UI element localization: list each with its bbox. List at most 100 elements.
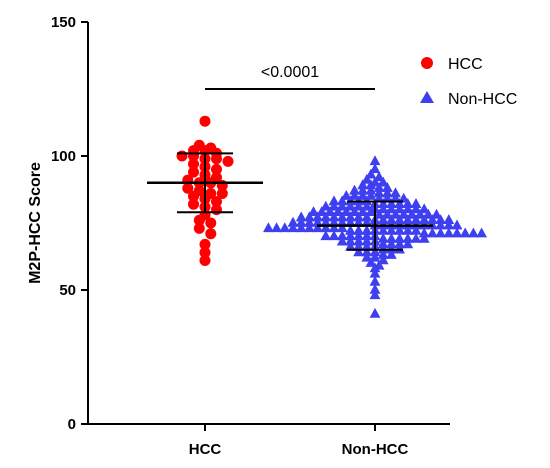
non-hcc-point bbox=[320, 211, 332, 222]
non-hcc-point bbox=[369, 251, 381, 262]
non-hcc-point bbox=[336, 230, 348, 241]
non-hcc-point bbox=[468, 227, 479, 238]
non-hcc-point bbox=[345, 195, 356, 206]
non-hcc-point bbox=[295, 216, 307, 227]
non-hcc-point bbox=[357, 179, 369, 190]
non-hcc-point bbox=[353, 230, 364, 241]
non-hcc-point bbox=[386, 249, 397, 259]
non-hcc-point bbox=[369, 246, 381, 257]
non-hcc-point bbox=[414, 208, 426, 219]
hcc-point bbox=[188, 190, 199, 202]
hcc-point bbox=[199, 247, 211, 258]
non-hcc-point bbox=[369, 289, 381, 300]
non-hcc-point bbox=[328, 195, 340, 206]
non-hcc-point bbox=[435, 227, 446, 238]
non-hcc-point bbox=[394, 224, 405, 235]
non-hcc-point bbox=[402, 232, 414, 243]
hcc-point bbox=[199, 255, 211, 266]
non-hcc-point bbox=[390, 208, 401, 219]
non-hcc-point bbox=[418, 214, 430, 224]
non-hcc-point bbox=[312, 222, 323, 233]
legend-marker-non-hcc bbox=[420, 91, 434, 103]
hcc-point bbox=[193, 214, 205, 226]
non-hcc-point bbox=[390, 187, 401, 198]
non-hcc-point bbox=[353, 195, 364, 206]
x-tick-label: HCC bbox=[189, 441, 222, 458]
non-hcc-point bbox=[295, 211, 307, 222]
y-ticks: 0 50 100 150 bbox=[51, 14, 88, 433]
non-hcc-point bbox=[361, 211, 373, 222]
hcc-point bbox=[193, 222, 205, 234]
legend-label-hcc: HCC bbox=[448, 56, 483, 73]
non-hcc-point bbox=[332, 206, 344, 216]
non-hcc-point bbox=[336, 222, 348, 233]
non-hcc-point bbox=[377, 232, 389, 243]
non-hcc-point bbox=[402, 198, 414, 208]
p-value-annotation: <0.0001 bbox=[261, 64, 319, 81]
non-hcc-point bbox=[357, 184, 369, 195]
legend: HCC Non-HCC bbox=[420, 56, 517, 108]
non-hcc-point bbox=[340, 206, 352, 216]
non-hcc-point bbox=[377, 243, 389, 254]
non-hcc-point bbox=[336, 216, 348, 227]
non-hcc-point bbox=[353, 200, 364, 211]
non-hcc-point bbox=[386, 232, 397, 243]
data-points bbox=[176, 115, 487, 318]
non-hcc-point bbox=[361, 235, 373, 246]
hcc-point bbox=[205, 217, 217, 229]
non-hcc-point bbox=[443, 214, 455, 224]
non-hcc-point bbox=[357, 190, 369, 200]
non-hcc-point bbox=[402, 224, 414, 235]
non-hcc-point bbox=[410, 224, 422, 235]
hcc-point bbox=[199, 238, 211, 250]
non-hcc-point bbox=[295, 222, 307, 233]
non-hcc-point bbox=[451, 219, 463, 230]
non-hcc-point bbox=[361, 195, 373, 206]
non-hcc-point bbox=[365, 190, 377, 200]
non-hcc-point bbox=[398, 192, 410, 203]
non-hcc-point bbox=[459, 227, 471, 238]
non-hcc-point bbox=[328, 211, 340, 222]
non-hcc-point bbox=[394, 203, 405, 214]
non-hcc-point bbox=[369, 267, 381, 278]
non-hcc-point bbox=[427, 227, 438, 238]
non-hcc-point bbox=[394, 198, 405, 208]
hcc-point bbox=[211, 163, 222, 175]
legend-marker-hcc bbox=[421, 57, 433, 69]
non-hcc-point bbox=[402, 214, 414, 224]
non-hcc-point bbox=[373, 208, 385, 219]
non-hcc-point bbox=[410, 203, 422, 214]
non-hcc-point bbox=[381, 208, 393, 219]
non-hcc-point bbox=[287, 222, 299, 233]
non-hcc-point bbox=[361, 251, 373, 262]
non-hcc-point bbox=[345, 230, 356, 241]
non-hcc-point bbox=[377, 249, 389, 259]
non-hcc-point bbox=[328, 216, 340, 227]
non-hcc-point bbox=[345, 224, 356, 235]
non-hcc-point bbox=[353, 224, 364, 235]
non-hcc-point bbox=[369, 275, 381, 286]
non-hcc-point bbox=[410, 214, 422, 224]
non-hcc-point bbox=[365, 168, 377, 179]
non-hcc-point bbox=[304, 211, 315, 222]
non-hcc-point bbox=[381, 187, 393, 198]
hcc-point bbox=[205, 228, 217, 240]
non-hcc-point bbox=[361, 224, 373, 235]
non-hcc-point bbox=[377, 214, 389, 224]
non-hcc-point bbox=[353, 235, 364, 246]
non-hcc-point bbox=[328, 222, 340, 233]
non-hcc-point bbox=[365, 184, 377, 195]
non-hcc-point bbox=[320, 216, 332, 227]
non-hcc-point bbox=[312, 211, 323, 222]
non-hcc-point bbox=[377, 254, 389, 265]
non-hcc-point bbox=[435, 214, 446, 224]
non-hcc-point bbox=[353, 216, 364, 227]
y-tick-label: 100 bbox=[51, 148, 76, 165]
y-tick-label: 150 bbox=[51, 14, 76, 31]
hcc-point bbox=[211, 196, 222, 208]
non-hcc-point bbox=[340, 190, 352, 200]
non-hcc-point bbox=[394, 214, 405, 224]
error-bars bbox=[147, 152, 433, 251]
hcc-point bbox=[188, 166, 199, 178]
non-hcc-point bbox=[386, 198, 397, 208]
